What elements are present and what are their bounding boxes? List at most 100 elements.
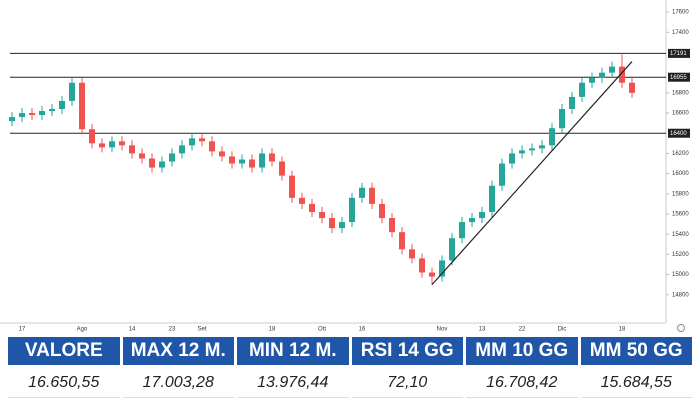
x-tick-label: 23 [169, 327, 176, 333]
candle-body [389, 218, 395, 233]
candle-body [69, 82, 75, 101]
candle-body [609, 66, 615, 73]
candle-body [239, 159, 245, 164]
x-tick-label: 18 [269, 327, 276, 333]
candle-body [629, 82, 635, 93]
candle-body [19, 113, 25, 118]
header-cell: RSI 14 GG [351, 337, 463, 365]
candle-body [619, 66, 625, 83]
candle-body [399, 232, 405, 250]
candle-body [9, 117, 15, 122]
x-tick-label: Ott [318, 327, 326, 333]
candle-body [59, 100, 65, 110]
x-tick-label: 17 [19, 327, 26, 333]
chart: 14800 15000 15200 15400 15600 15800 16000 16200… [0, 0, 690, 333]
candle-body [469, 218, 475, 223]
candle-body [309, 203, 315, 212]
header-cell: MIN 12 M. [237, 337, 349, 365]
candle-body [169, 153, 175, 162]
candle-body [379, 203, 385, 219]
candle-body [429, 272, 435, 277]
stats-table: VALORE MAX 12 M. MIN 12 M. RSI 14 GG MM 10 G… [8, 337, 692, 398]
header-cell: VALORE [8, 337, 120, 365]
value-cell: 17.003,28 [122, 368, 234, 398]
candle-body [439, 260, 445, 277]
header-cell: MM 10 GG [466, 337, 578, 365]
y-tick-label: 15000 [672, 272, 689, 278]
value-cell: 13.976,44 [237, 368, 349, 398]
header-row: VALORE MAX 12 M. MIN 12 M. RSI 14 GG MM 10 G… [8, 337, 692, 365]
y-tick-label: 16200 [672, 151, 689, 157]
candle-body [339, 222, 345, 229]
candle-body [329, 218, 335, 229]
header-cell: MAX 12 M. [122, 337, 234, 365]
y-tick-label: 16000 [672, 171, 689, 177]
candle-body [109, 141, 115, 148]
candle-body [489, 185, 495, 212]
candle-body [119, 141, 125, 146]
candle-body [49, 109, 55, 112]
candle-body [89, 129, 95, 144]
y-tick-label: 15800 [672, 191, 689, 197]
candle-body [499, 163, 505, 186]
value-cell: 15.684,55 [580, 368, 692, 398]
candle-body [299, 197, 305, 204]
candle-body [589, 77, 595, 83]
candle-body [149, 158, 155, 168]
x-tick-label: Set [197, 327, 206, 333]
candle-body [139, 153, 145, 159]
value-cell: 16.650,55 [8, 368, 120, 398]
x-tick-label: Dic [558, 327, 567, 333]
candle-body [269, 153, 275, 162]
x-tick-label: 14 [129, 327, 136, 333]
candle-body [99, 143, 105, 148]
candle-body [289, 175, 295, 198]
y-tick-label: 17400 [672, 30, 689, 36]
value-cell: 16.708,42 [466, 368, 578, 398]
level-label-box [668, 72, 690, 82]
candle-body [529, 148, 535, 151]
candle-body [539, 145, 545, 149]
candle-body [39, 111, 45, 116]
x-tick-label: 18 [619, 327, 626, 333]
candle-body [229, 156, 235, 164]
value-row: 16.650,55 17.003,28 13.976,44 72,10 16.708,4… [8, 365, 692, 398]
candle-body [359, 187, 365, 198]
candle-body [159, 161, 165, 168]
candle-body [129, 145, 135, 154]
candle-body [569, 96, 575, 110]
y-tick-label: 15200 [672, 252, 689, 258]
candle-body [349, 197, 355, 223]
value-cell: 72,10 [351, 368, 463, 398]
candle-body [319, 211, 325, 219]
candle-body [479, 211, 485, 219]
x-tick-label: 13 [479, 327, 486, 333]
y-tick-label: 14800 [672, 292, 689, 298]
candle-body [519, 150, 525, 154]
level-label-box [668, 48, 690, 58]
trendline [431, 61, 633, 286]
level-label: 17191 [670, 51, 687, 57]
y-tick-label: 17600 [672, 10, 689, 16]
candle-body [459, 222, 465, 239]
candle-body [79, 82, 85, 130]
candle-body [179, 145, 185, 154]
candle-body [419, 258, 425, 273]
candle-body [279, 161, 285, 176]
x-tick-label: Ago [77, 327, 88, 333]
level-label-box [668, 128, 690, 138]
candle-body [29, 113, 35, 116]
candle-body [259, 153, 265, 168]
y-tick-label: 15600 [672, 212, 689, 218]
x-tick-label: 22 [519, 327, 526, 333]
candle-body [249, 159, 255, 168]
candle-body [559, 109, 565, 129]
header-cell: MM 50 GG [580, 337, 692, 365]
candle-body [199, 138, 205, 142]
candle-body [369, 187, 375, 204]
level-label: 16400 [670, 131, 687, 137]
y-tick-label: 16800 [672, 90, 689, 96]
x-tick-label: Nov [437, 327, 448, 333]
level-label: 16955 [670, 75, 687, 81]
y-tick-label: 15400 [672, 232, 689, 238]
